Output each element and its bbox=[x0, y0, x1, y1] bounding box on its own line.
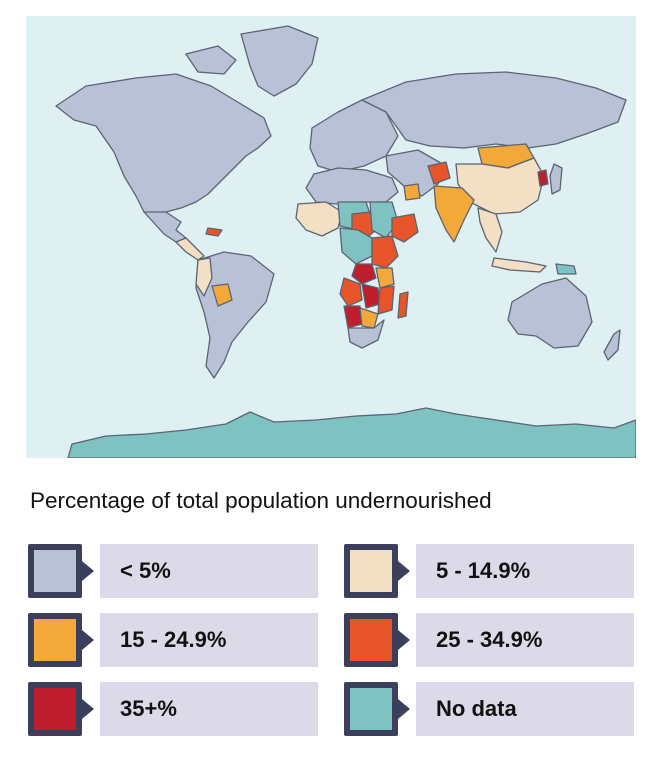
region-australia bbox=[507, 277, 593, 349]
region-yemen bbox=[403, 183, 421, 201]
region-southeast-asia bbox=[477, 207, 503, 253]
region-middle-east bbox=[385, 149, 447, 197]
legend-swatch bbox=[350, 688, 392, 730]
legend-swatch-frame bbox=[344, 682, 398, 736]
legend-label: 25 - 34.9% bbox=[436, 627, 543, 652]
region-tanzania bbox=[375, 267, 395, 289]
legend-item-under-5: < 5% bbox=[28, 544, 318, 598]
region-caribbean bbox=[205, 227, 223, 237]
region-central-america bbox=[175, 237, 205, 261]
legend-pointer-icon bbox=[398, 699, 410, 719]
legend-item-no-data: No data bbox=[344, 682, 634, 736]
region-south-america bbox=[195, 251, 275, 379]
legend-label-box: No data bbox=[416, 682, 634, 736]
region-africa-west bbox=[295, 201, 343, 237]
legend-item-25-34-9: 25 - 34.9% bbox=[344, 613, 634, 667]
legend-label-box: 25 - 34.9% bbox=[416, 613, 634, 667]
legend-label: No data bbox=[436, 696, 517, 721]
legend-label: 15 - 24.9% bbox=[120, 627, 227, 652]
legend-label: < 5% bbox=[120, 558, 171, 583]
region-indonesia bbox=[491, 257, 547, 273]
region-afghanistan bbox=[427, 161, 451, 185]
legend-swatch bbox=[34, 550, 76, 592]
legend-item-35-plus: 35+% bbox=[28, 682, 318, 736]
legend-item-5-14-9: 5 - 14.9% bbox=[344, 544, 634, 598]
legend-label-box: 5 - 14.9% bbox=[416, 544, 634, 598]
legend-swatch bbox=[34, 619, 76, 661]
legend-swatch bbox=[350, 619, 392, 661]
region-arctic-islands bbox=[185, 45, 237, 75]
region-japan bbox=[549, 163, 563, 195]
region-bolivia bbox=[211, 283, 233, 307]
legend-swatch-frame bbox=[28, 682, 82, 736]
region-angola bbox=[339, 277, 363, 307]
region-madagascar bbox=[397, 291, 409, 319]
region-east-africa bbox=[371, 235, 399, 269]
region-africa-north bbox=[305, 167, 399, 205]
region-south-africa bbox=[347, 319, 385, 349]
region-india bbox=[433, 185, 475, 243]
legend-item-15-24-9: 15 - 24.9% bbox=[28, 613, 318, 667]
legend-label: 5 - 14.9% bbox=[436, 558, 531, 583]
legend-pointer-icon bbox=[398, 630, 410, 650]
world-map-svg bbox=[55, 25, 636, 458]
region-mexico bbox=[143, 211, 187, 243]
legend-swatch bbox=[350, 550, 392, 592]
region-zambia bbox=[361, 283, 381, 309]
legend-pointer-icon bbox=[82, 561, 94, 581]
legend-swatch-frame bbox=[28, 544, 82, 598]
legend-pointer-icon bbox=[398, 561, 410, 581]
legend-swatch-frame bbox=[344, 544, 398, 598]
legend-pointer-icon bbox=[82, 699, 94, 719]
region-russia bbox=[361, 71, 627, 149]
legend-label-box: 35+% bbox=[100, 682, 318, 736]
region-new-zealand bbox=[603, 329, 621, 361]
region-antarctica bbox=[67, 407, 636, 458]
region-congo bbox=[351, 263, 377, 285]
world-map bbox=[26, 16, 636, 458]
legend-swatch bbox=[34, 688, 76, 730]
legend-label-box: 15 - 24.9% bbox=[100, 613, 318, 667]
region-papua bbox=[555, 263, 577, 275]
legend-swatch-frame bbox=[344, 613, 398, 667]
region-andes bbox=[195, 257, 213, 297]
region-north-korea bbox=[537, 169, 549, 187]
legend-label: 35+% bbox=[120, 696, 177, 721]
region-ethiopia bbox=[391, 213, 419, 243]
region-greenland bbox=[240, 25, 319, 97]
region-mozambique bbox=[377, 285, 395, 315]
legend-pointer-icon bbox=[82, 630, 94, 650]
region-botswana bbox=[359, 307, 379, 329]
legend-swatch-frame bbox=[28, 613, 82, 667]
region-namibia bbox=[343, 305, 363, 329]
legend-label-box: < 5% bbox=[100, 544, 318, 598]
map-caption: Percentage of total population undernour… bbox=[30, 488, 492, 513]
region-north-america bbox=[55, 73, 272, 221]
